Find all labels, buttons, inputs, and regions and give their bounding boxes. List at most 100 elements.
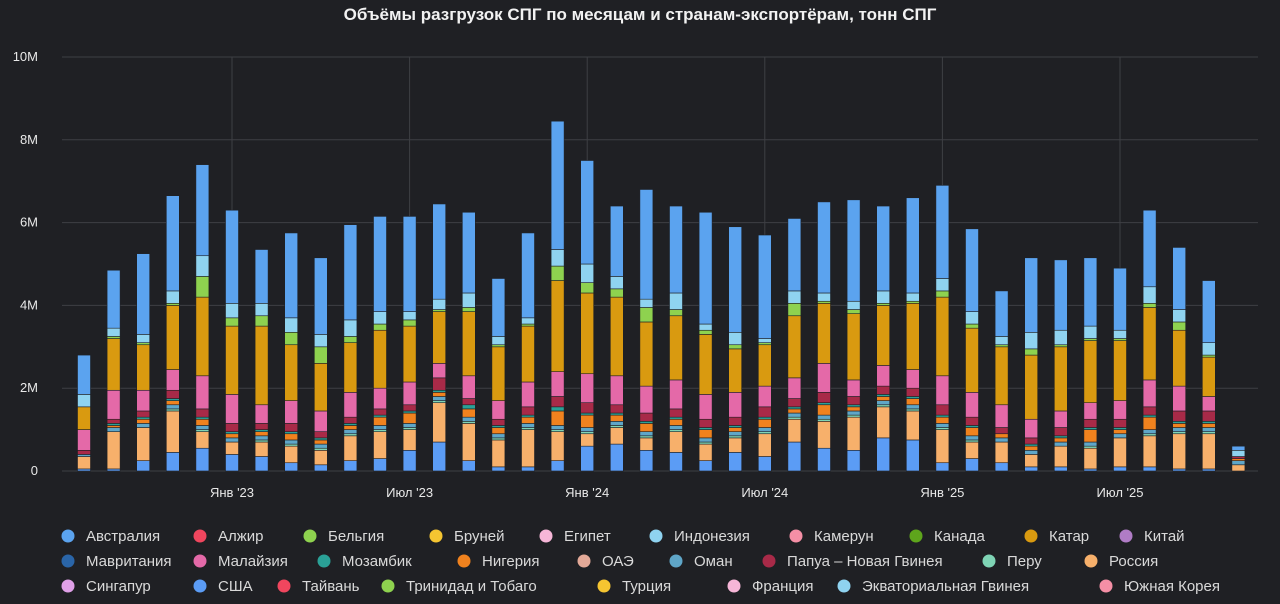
bar-segment[interactable] — [1142, 429, 1157, 435]
bar-segment[interactable] — [905, 387, 920, 397]
bar-segment[interactable] — [521, 466, 535, 472]
bar-segment[interactable] — [787, 315, 802, 379]
bar-segment[interactable] — [905, 197, 920, 294]
bar-segment[interactable] — [935, 429, 950, 464]
bar-segment[interactable] — [639, 435, 654, 439]
bar-segment[interactable] — [609, 288, 624, 298]
bar-stack[interactable] — [1024, 257, 1038, 472]
bar-segment[interactable] — [432, 298, 447, 310]
bar-segment[interactable] — [787, 408, 802, 414]
bar-segment[interactable] — [491, 400, 506, 420]
bar-segment[interactable] — [817, 300, 831, 304]
bar-segment[interactable] — [461, 416, 476, 422]
bar-segment[interactable] — [136, 460, 150, 472]
bar-segment[interactable] — [195, 425, 210, 430]
bar-segment[interactable] — [491, 418, 506, 426]
bar-segment[interactable] — [639, 423, 654, 432]
bar-segment[interactable] — [1024, 454, 1038, 468]
legend-item[interactable]: ОАЭ — [577, 553, 635, 570]
bar-segment[interactable] — [521, 325, 535, 383]
bar-segment[interactable] — [1142, 406, 1157, 416]
bar-segment[interactable] — [787, 377, 802, 399]
bar-segment[interactable] — [580, 414, 595, 428]
legend-item[interactable]: Египет — [539, 528, 611, 545]
bar-stack[interactable] — [550, 120, 565, 472]
bar-segment[interactable] — [313, 257, 328, 335]
bar-segment[interactable] — [284, 332, 299, 346]
bar-segment[interactable] — [876, 394, 891, 397]
bar-segment[interactable] — [373, 323, 387, 331]
bar-segment[interactable] — [1202, 468, 1216, 472]
bar-segment[interactable] — [1083, 325, 1098, 339]
bar-segment[interactable] — [846, 379, 861, 397]
bar-segment[interactable] — [1083, 429, 1098, 443]
bar-segment[interactable] — [1083, 447, 1098, 470]
bar-segment[interactable] — [846, 309, 861, 314]
bar-segment[interactable] — [225, 433, 239, 439]
bar-segment[interactable] — [698, 329, 713, 335]
bar-segment[interactable] — [550, 406, 565, 412]
bar-segment[interactable] — [402, 429, 417, 451]
bar-segment[interactable] — [994, 427, 1009, 435]
bar-segment[interactable] — [106, 425, 121, 428]
bar-segment[interactable] — [817, 363, 831, 393]
bar-segment[interactable] — [1202, 396, 1216, 412]
bar-segment[interactable] — [313, 447, 328, 451]
bar-segment[interactable] — [136, 423, 150, 428]
bar-segment[interactable] — [669, 431, 683, 453]
bar-segment[interactable] — [1172, 247, 1186, 310]
bar-segment[interactable] — [1172, 433, 1186, 470]
legend-item[interactable]: Мавритания — [61, 553, 172, 570]
bar-segment[interactable] — [1142, 416, 1157, 430]
bar-segment[interactable] — [284, 433, 299, 441]
bar-segment[interactable] — [195, 164, 210, 257]
bar-segment[interactable] — [1172, 321, 1186, 331]
bar-segment[interactable] — [609, 421, 624, 426]
bar-segment[interactable] — [1024, 445, 1038, 451]
bar-segment[interactable] — [254, 325, 269, 406]
legend-item[interactable]: Катар — [1024, 528, 1090, 545]
bar-segment[interactable] — [136, 389, 150, 412]
bar-segment[interactable] — [728, 452, 743, 472]
bar-segment[interactable] — [106, 423, 121, 426]
bar-segment[interactable] — [1113, 329, 1127, 339]
legend-item[interactable]: Бельгия — [303, 528, 385, 545]
bar-stack[interactable] — [757, 234, 772, 472]
bar-segment[interactable] — [787, 303, 802, 317]
bar-segment[interactable] — [787, 290, 802, 304]
bar-segment[interactable] — [1024, 348, 1038, 356]
bar-segment[interactable] — [846, 396, 861, 406]
bar-segment[interactable] — [580, 412, 595, 416]
bar-segment[interactable] — [876, 406, 891, 439]
bar-segment[interactable] — [817, 404, 831, 416]
bar-segment[interactable] — [550, 120, 565, 250]
bar-segment[interactable] — [1231, 460, 1246, 466]
bar-segment[interactable] — [225, 209, 239, 304]
bar-segment[interactable] — [580, 427, 595, 432]
bar-segment[interactable] — [994, 437, 1009, 443]
bar-segment[interactable] — [1172, 468, 1186, 472]
bar-segment[interactable] — [166, 410, 180, 453]
bar-segment[interactable] — [225, 325, 239, 395]
legend-item[interactable]: Тринидад и Тобаго — [381, 578, 537, 595]
bar-segment[interactable] — [1054, 410, 1068, 428]
bar-segment[interactable] — [77, 454, 91, 457]
bar-segment[interactable] — [757, 344, 772, 387]
bar-stack[interactable] — [225, 209, 239, 472]
bar-segment[interactable] — [728, 427, 743, 432]
bar-segment[interactable] — [373, 414, 387, 418]
bar-segment[interactable] — [1083, 257, 1098, 327]
bar-stack[interactable] — [1113, 267, 1127, 472]
bar-segment[interactable] — [817, 292, 831, 302]
bar-segment[interactable] — [432, 311, 447, 364]
bar-segment[interactable] — [550, 249, 565, 267]
bar-segment[interactable] — [254, 441, 269, 457]
bar-segment[interactable] — [639, 298, 654, 308]
bar-segment[interactable] — [846, 414, 861, 418]
bar-segment[interactable] — [313, 410, 328, 432]
legend-item[interactable]: Нигерия — [457, 553, 540, 570]
legend-item[interactable]: Тайвань — [277, 578, 360, 595]
bar-segment[interactable] — [461, 423, 476, 461]
bar-segment[interactable] — [1202, 427, 1216, 432]
bar-segment[interactable] — [166, 305, 180, 370]
